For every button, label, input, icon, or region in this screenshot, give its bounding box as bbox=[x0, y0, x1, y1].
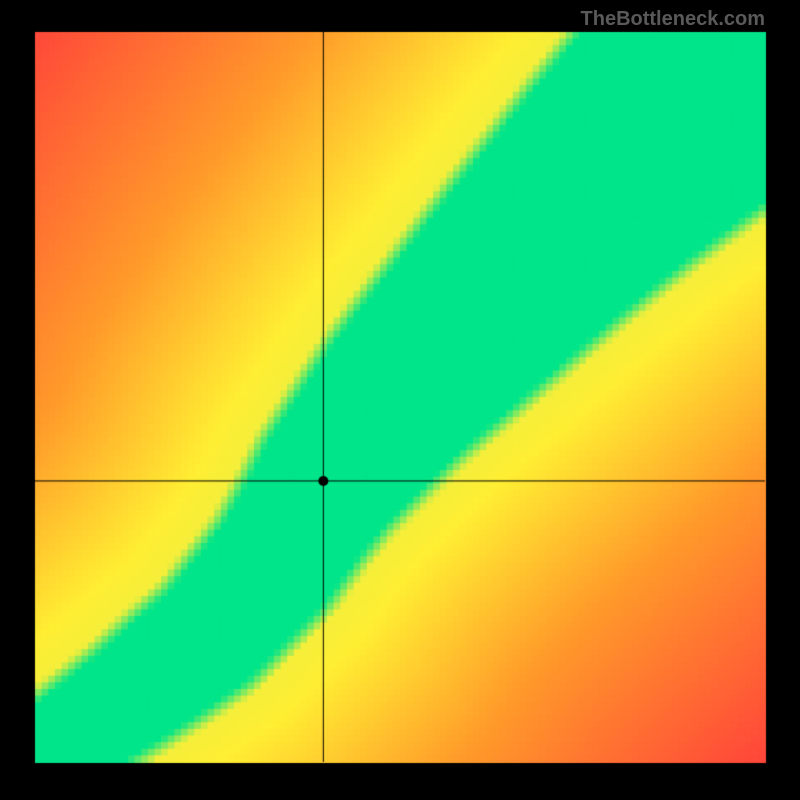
bottleneck-heatmap bbox=[0, 0, 800, 800]
chart-container: TheBottleneck.com bbox=[0, 0, 800, 800]
watermark-text: TheBottleneck.com bbox=[581, 8, 765, 31]
